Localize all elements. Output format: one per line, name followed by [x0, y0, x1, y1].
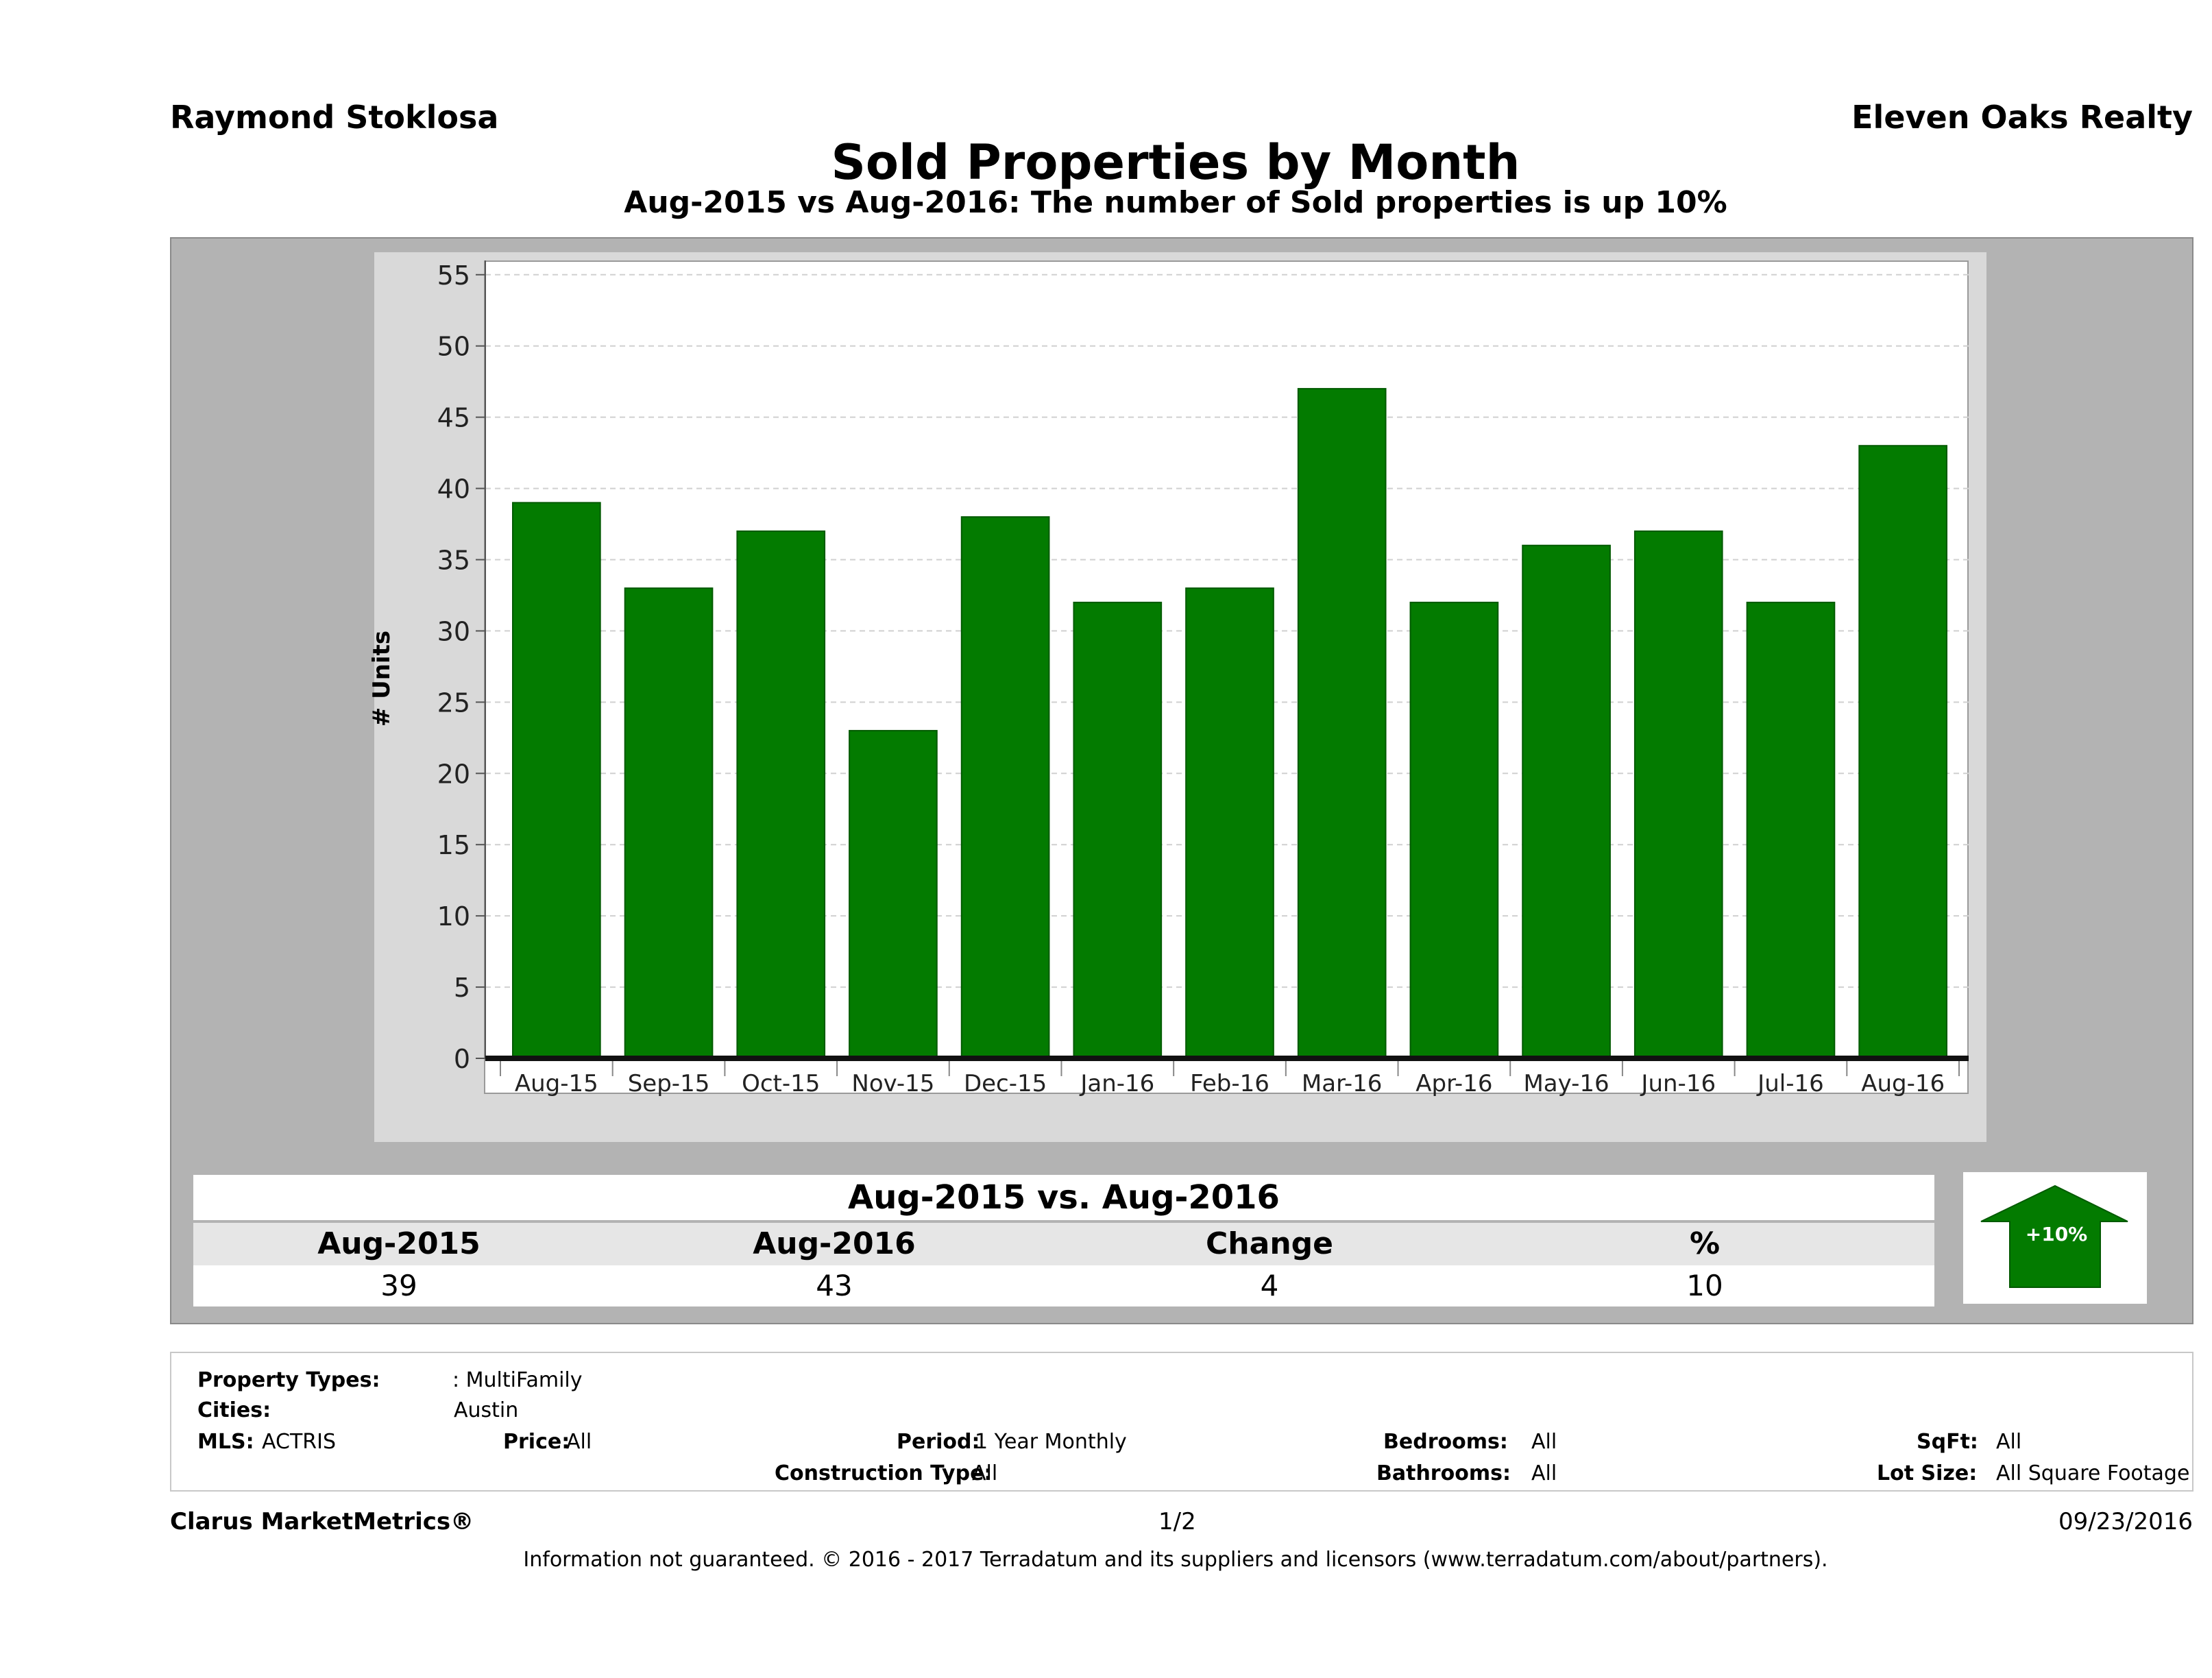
bar-jun-16 [1633, 530, 1723, 1059]
summary-values-row: 39 43 4 10 [193, 1265, 1934, 1306]
mls-label: MLS: [197, 1430, 254, 1454]
summary-header-2015: Aug-2015 [317, 1226, 481, 1261]
y-axis-label: # Units [368, 630, 396, 727]
bedrooms-label: Bedrooms: [1383, 1430, 1508, 1454]
cities-value: Austin [454, 1398, 519, 1422]
construction-type-value: All [972, 1461, 998, 1485]
price-label: Price: [503, 1430, 570, 1454]
x-tick-label: Jan-16 [1079, 1070, 1154, 1097]
page-number: 1/2 [1158, 1508, 1196, 1535]
summary-title: Aug-2015 vs. Aug-2016 [193, 1175, 1934, 1220]
bar-aug-15 [512, 502, 601, 1060]
construction-type-label: Construction Type: [775, 1461, 993, 1485]
bar-may-16 [1522, 544, 1611, 1059]
up-arrow-icon [1980, 1184, 2128, 1288]
y-tick-label: 0 [454, 1044, 470, 1074]
chart-subtitle: Aug-2015 vs Aug-2016: The number of Sold… [624, 185, 1727, 220]
footer-brand: Clarus MarketMetrics® [170, 1508, 474, 1535]
sqft-value: All [1996, 1430, 2022, 1454]
bar-aug-16 [1858, 445, 1947, 1059]
bedrooms-value: All [1531, 1430, 1557, 1454]
sqft-label: SqFt: [1917, 1430, 1978, 1454]
summary-header-percent: % [1689, 1226, 1721, 1261]
y-tick-label: 10 [437, 901, 470, 932]
x-tick-label: Oct-15 [742, 1070, 820, 1097]
bar-apr-16 [1409, 601, 1499, 1060]
period-value: 1 Year Monthly [975, 1430, 1127, 1454]
bar-chart: 0 5 10 15 20 25 30 35 40 45 50 55 Aug-15 Sep-15 Oct-15… [437, 260, 1969, 1097]
bathrooms-value: All [1531, 1461, 1557, 1485]
y-tick-label: 55 [437, 260, 470, 291]
bar-mar-16 [1297, 388, 1387, 1060]
y-tick-label: 30 [437, 616, 470, 646]
y-tick-label: 5 [454, 973, 470, 1003]
x-tick-label: Aug-16 [1861, 1070, 1945, 1097]
bar-feb-16 [1185, 587, 1274, 1060]
filter-criteria: Property Types: : MultiFamily Cities: Au… [170, 1352, 2193, 1492]
property-types-value: : MultiFamily [452, 1368, 583, 1392]
bar-oct-15 [736, 530, 826, 1059]
summary-header-row: Aug-2015 Aug-2016 Change % [193, 1223, 1934, 1265]
bar-jul-16 [1746, 601, 1836, 1060]
x-tick-label: Apr-16 [1415, 1070, 1492, 1097]
x-tick-label: May-16 [1523, 1070, 1609, 1097]
x-tick-label: Aug-15 [515, 1070, 598, 1097]
y-tick-label: 15 [437, 830, 470, 860]
brokerage-name: Eleven Oaks Realty [1851, 99, 2193, 136]
y-tick-label: 35 [437, 546, 470, 576]
summary-header-change: Change [1206, 1226, 1333, 1261]
period-label: Period: [897, 1430, 980, 1454]
y-tick-label: 45 [437, 403, 470, 433]
x-tick-label: Dec-15 [964, 1070, 1047, 1097]
summary-value-2016: 43 [816, 1269, 853, 1302]
bar-sep-15 [624, 587, 714, 1060]
summary-value-2015: 39 [380, 1269, 417, 1302]
price-value: All [566, 1430, 592, 1454]
property-types-label: Property Types: [197, 1368, 380, 1392]
x-tick-label: Jun-16 [1640, 1070, 1716, 1097]
summary-value-change: 4 [1260, 1269, 1279, 1302]
change-badge-label: +10% [2025, 1223, 2088, 1245]
cities-label: Cities: [197, 1398, 271, 1422]
lot-size-label: Lot Size: [1877, 1461, 1978, 1485]
disclaimer: Information not guaranteed. © 2016 - 201… [523, 1548, 1828, 1572]
x-tick-label: Mar-16 [1302, 1070, 1383, 1097]
bar-dec-15 [960, 516, 1050, 1059]
bar-jan-16 [1073, 601, 1163, 1060]
summary-value-percent: 10 [1686, 1269, 1723, 1302]
bathrooms-label: Bathrooms: [1376, 1461, 1511, 1485]
x-tick-label: Sep-15 [628, 1070, 710, 1097]
summary-header-2016: Aug-2016 [753, 1226, 916, 1261]
lot-size-value: All Square Footage [1996, 1461, 2190, 1485]
y-tick-label: 20 [437, 759, 470, 789]
y-tick-label: 40 [437, 474, 470, 504]
chart-title: Sold Properties by Month [831, 134, 1520, 191]
x-tick-label: Feb-16 [1190, 1070, 1269, 1097]
report-date: 09/23/2016 [2058, 1508, 2193, 1535]
x-tick-label: Nov-15 [851, 1070, 934, 1097]
y-tick-label: 50 [437, 332, 470, 362]
x-tick-label: Jul-16 [1756, 1070, 1824, 1097]
agent-name: Raymond Stoklosa [170, 99, 499, 136]
mls-value: ACTRIS [262, 1430, 337, 1454]
y-tick-label: 25 [437, 688, 470, 718]
bar-nov-15 [849, 729, 938, 1060]
